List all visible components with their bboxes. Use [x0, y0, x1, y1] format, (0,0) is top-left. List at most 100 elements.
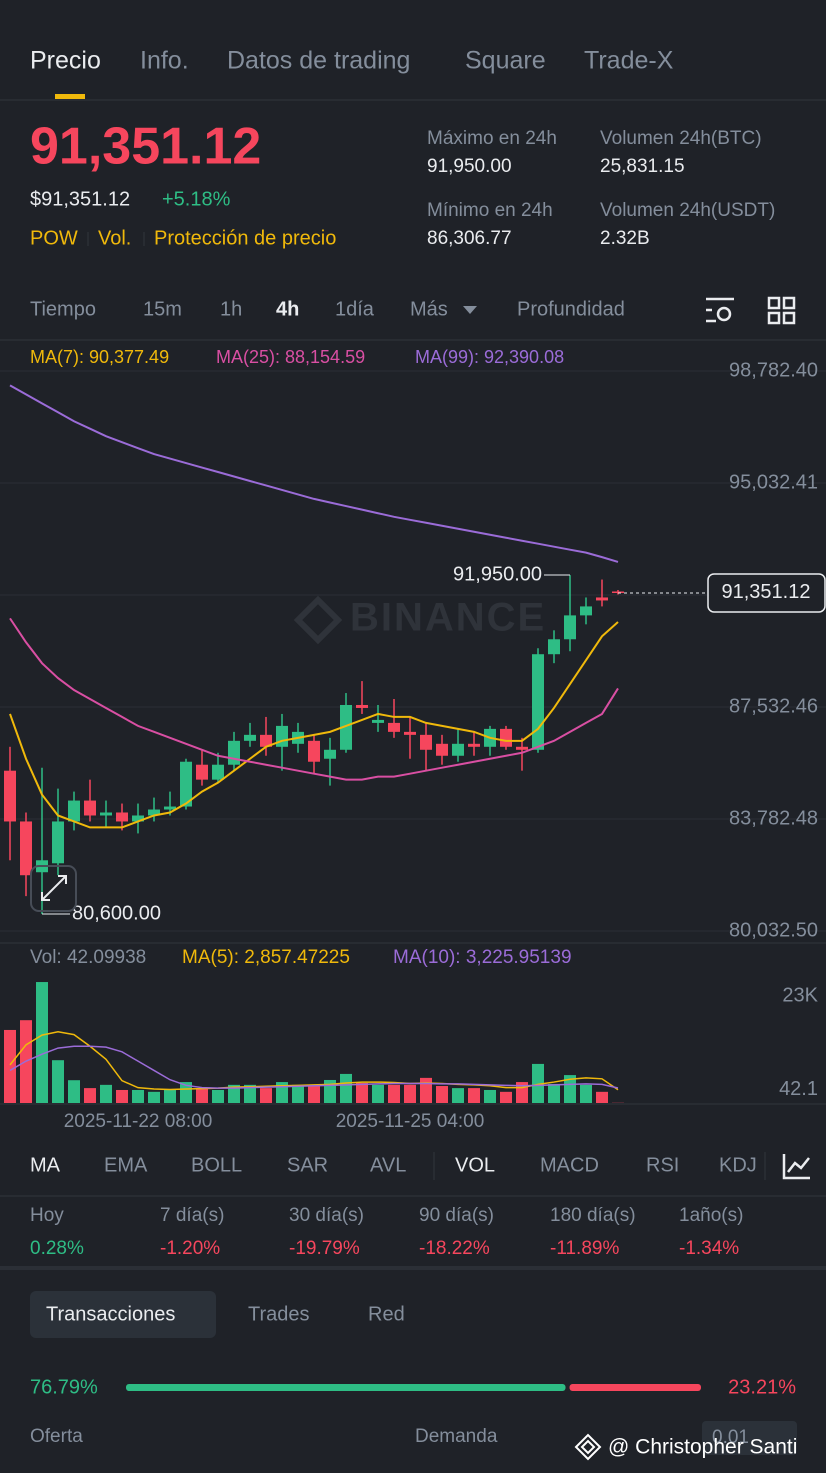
- stat-value: 91,950.00: [427, 156, 512, 177]
- stat-value: 86,306.77: [427, 228, 512, 249]
- indicator[interactable]: RSI: [646, 1154, 679, 1176]
- volume-bar: [420, 1077, 432, 1103]
- volume-bar: [260, 1088, 272, 1103]
- legend-entry: Vol: 42.09938: [30, 947, 146, 968]
- candle-body: [180, 761, 192, 807]
- volume-bar: [244, 1084, 256, 1103]
- ratio: 76.79% 23.21%: [30, 1376, 796, 1398]
- candle-body: [132, 815, 144, 822]
- stat-label: Volumen 24h(USDT): [600, 200, 775, 221]
- indicator[interactable]: MA: [30, 1154, 61, 1176]
- legend-entry: MA(7): 90,377.49: [30, 347, 169, 367]
- tag[interactable]: Protección de precio: [154, 227, 336, 249]
- change: -1.34%: [679, 1238, 739, 1259]
- interval[interactable]: Tiempo: [30, 298, 96, 320]
- change: -18.22%: [419, 1238, 490, 1259]
- tag[interactable]: POW: [30, 227, 78, 249]
- tab[interactable]: Trade-X: [584, 47, 674, 75]
- period: Hoy: [30, 1205, 64, 1226]
- credit: @ Christopher Santi: [608, 1436, 797, 1459]
- layout-icon[interactable]: [767, 296, 796, 325]
- buy-label: 76.79%: [30, 1376, 98, 1398]
- price-chart: BINANCE80,032.5083,782.4887,532.4691,282…: [0, 347, 826, 941]
- last-price-label: 91,351.12: [722, 581, 811, 603]
- change: 0.28%: [30, 1238, 84, 1259]
- candle-body: [308, 740, 320, 762]
- indicator[interactable]: EMA: [104, 1154, 148, 1176]
- ma-line: [9, 384, 619, 563]
- y-tick-label: 98,782.40: [729, 359, 818, 381]
- legend-entry: MA(99): 92,390.08: [415, 347, 564, 367]
- indicator[interactable]: KDJ: [719, 1154, 757, 1176]
- volume-bar: [484, 1089, 496, 1103]
- volume-bar: [4, 1029, 16, 1103]
- x-tick-label: 2025-11-22 08:00: [64, 1111, 213, 1132]
- indicator[interactable]: MACD: [540, 1154, 599, 1176]
- volume-bar: [84, 1088, 96, 1103]
- candle-body: [436, 743, 448, 756]
- candle-body: [100, 812, 112, 816]
- candle-body: [532, 654, 544, 750]
- interval[interactable]: Más: [410, 298, 448, 320]
- candle-body: [500, 728, 512, 747]
- interval[interactable]: 1día: [335, 298, 375, 320]
- indicator-icon[interactable]: [782, 1154, 810, 1180]
- indicator[interactable]: BOLL: [191, 1154, 242, 1176]
- last-price: 91,351.12: [30, 118, 261, 176]
- candle-body: [84, 800, 96, 816]
- tab[interactable]: Square: [465, 47, 546, 75]
- tab-bg: [30, 1291, 216, 1338]
- tag[interactable]: Vol.: [98, 227, 131, 249]
- expand-button: [30, 865, 77, 912]
- dropdown-icon: [463, 306, 477, 314]
- candle-body: [612, 591, 624, 593]
- expand-icon: [41, 875, 67, 901]
- indicator[interactable]: AVL: [370, 1154, 406, 1176]
- volume-bar: [52, 1060, 64, 1103]
- candle-body: [372, 719, 384, 723]
- trade-tab[interactable]: Red: [368, 1303, 405, 1325]
- volume-bar: [196, 1088, 208, 1103]
- candle-body: [164, 806, 176, 810]
- tab[interactable]: Info.: [140, 47, 189, 75]
- candle-body: [324, 749, 336, 759]
- step[interactable]: 0.01: [712, 1427, 749, 1448]
- tab[interactable]: Datos de trading: [227, 47, 410, 75]
- candle-body: [420, 734, 432, 750]
- indicator[interactable]: SAR: [287, 1154, 328, 1176]
- interval[interactable]: 15m: [143, 298, 182, 320]
- interval[interactable]: 1h: [220, 298, 242, 320]
- interval[interactable]: Profundidad: [517, 298, 625, 320]
- buy-bar: [126, 1384, 566, 1391]
- candle-body: [68, 800, 80, 822]
- volume-bar: [212, 1089, 224, 1103]
- trade-tab[interactable]: Trades: [248, 1303, 310, 1325]
- interval[interactable]: 4h: [276, 298, 299, 320]
- settings-icon[interactable]: [706, 297, 734, 323]
- stat-label: Máximo en 24h: [427, 128, 557, 149]
- tab[interactable]: Precio: [30, 47, 101, 75]
- ma-line: [9, 621, 619, 829]
- change: -1.20%: [160, 1238, 220, 1259]
- legend-entry: MA(5): 2,857.47225: [182, 947, 350, 968]
- volume-bar: [68, 1080, 80, 1103]
- volume-bar: [500, 1091, 512, 1103]
- trade-tab[interactable]: Transacciones: [46, 1303, 175, 1325]
- volume-bar: [100, 1084, 112, 1103]
- candle-body: [340, 704, 352, 750]
- candle-body: [580, 606, 592, 616]
- candle-body: [148, 809, 160, 816]
- candle-body: [548, 639, 560, 655]
- stat-label: Volumen 24h(BTC): [600, 128, 762, 149]
- candle-body: [356, 704, 368, 708]
- volume-bar: [292, 1084, 304, 1103]
- indicator[interactable]: VOL: [455, 1154, 495, 1176]
- period: 30 día(s): [289, 1205, 364, 1226]
- step-box[interactable]: [702, 1421, 797, 1455]
- volume-bar: [388, 1084, 400, 1103]
- candle-body: [4, 770, 16, 822]
- y-tick-label: 23K: [782, 984, 818, 1006]
- volume-ma-line: [9, 1045, 619, 1089]
- book-label: Oferta: [30, 1426, 83, 1447]
